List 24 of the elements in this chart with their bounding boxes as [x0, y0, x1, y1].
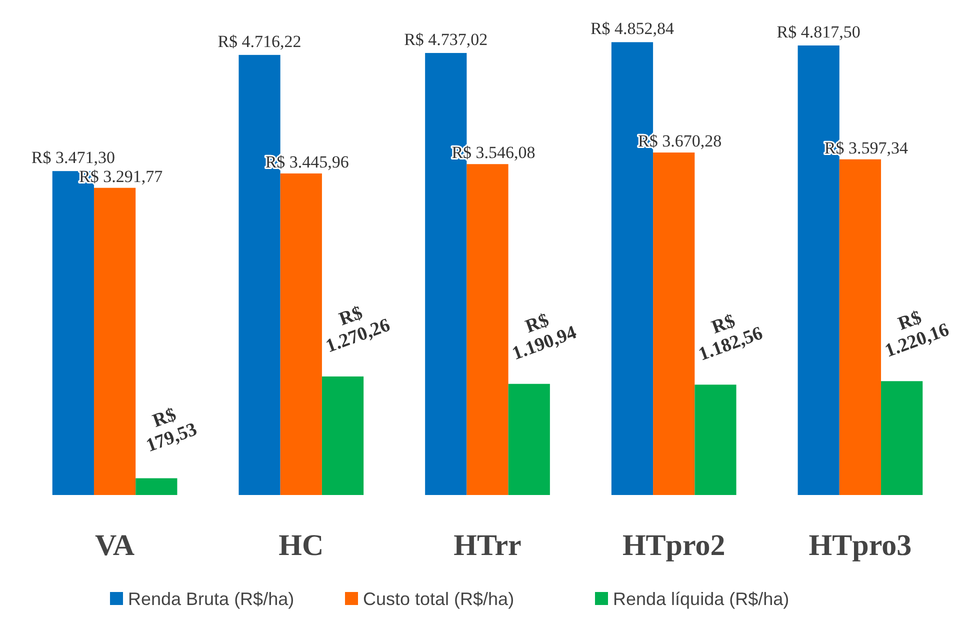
bar — [653, 152, 695, 495]
data-label: R$ 4.737,02 — [404, 30, 488, 49]
x-tick-label: HTpro2 — [622, 529, 726, 562]
bar — [94, 188, 136, 495]
x-tick-label: HC — [278, 529, 324, 562]
data-label: R$ 179,53 — [144, 404, 200, 457]
bar — [466, 164, 508, 495]
legend-label: Custo total (R$/ha) — [363, 589, 514, 609]
bar — [280, 173, 322, 495]
data-label: R$ 4.852,84 — [590, 19, 675, 38]
x-tick-label: HTrr — [454, 529, 522, 562]
bar — [322, 376, 364, 495]
bar — [839, 159, 882, 495]
legend-label: Renda líquida (R$/ha) — [613, 589, 790, 609]
bar — [881, 381, 923, 495]
x-tick-label: HTpro3 — [808, 529, 912, 562]
data-label: R$ 3.471,30 — [31, 148, 115, 168]
legend-label: Renda Bruta (R$/ha) — [128, 589, 294, 609]
data-label: R$ 4.817,50 — [776, 22, 860, 42]
x-tick-label: VA — [95, 529, 135, 562]
bar — [694, 384, 736, 495]
data-label: R$ 4.716,22 — [218, 32, 302, 51]
bar — [508, 384, 550, 495]
bar — [136, 478, 178, 495]
